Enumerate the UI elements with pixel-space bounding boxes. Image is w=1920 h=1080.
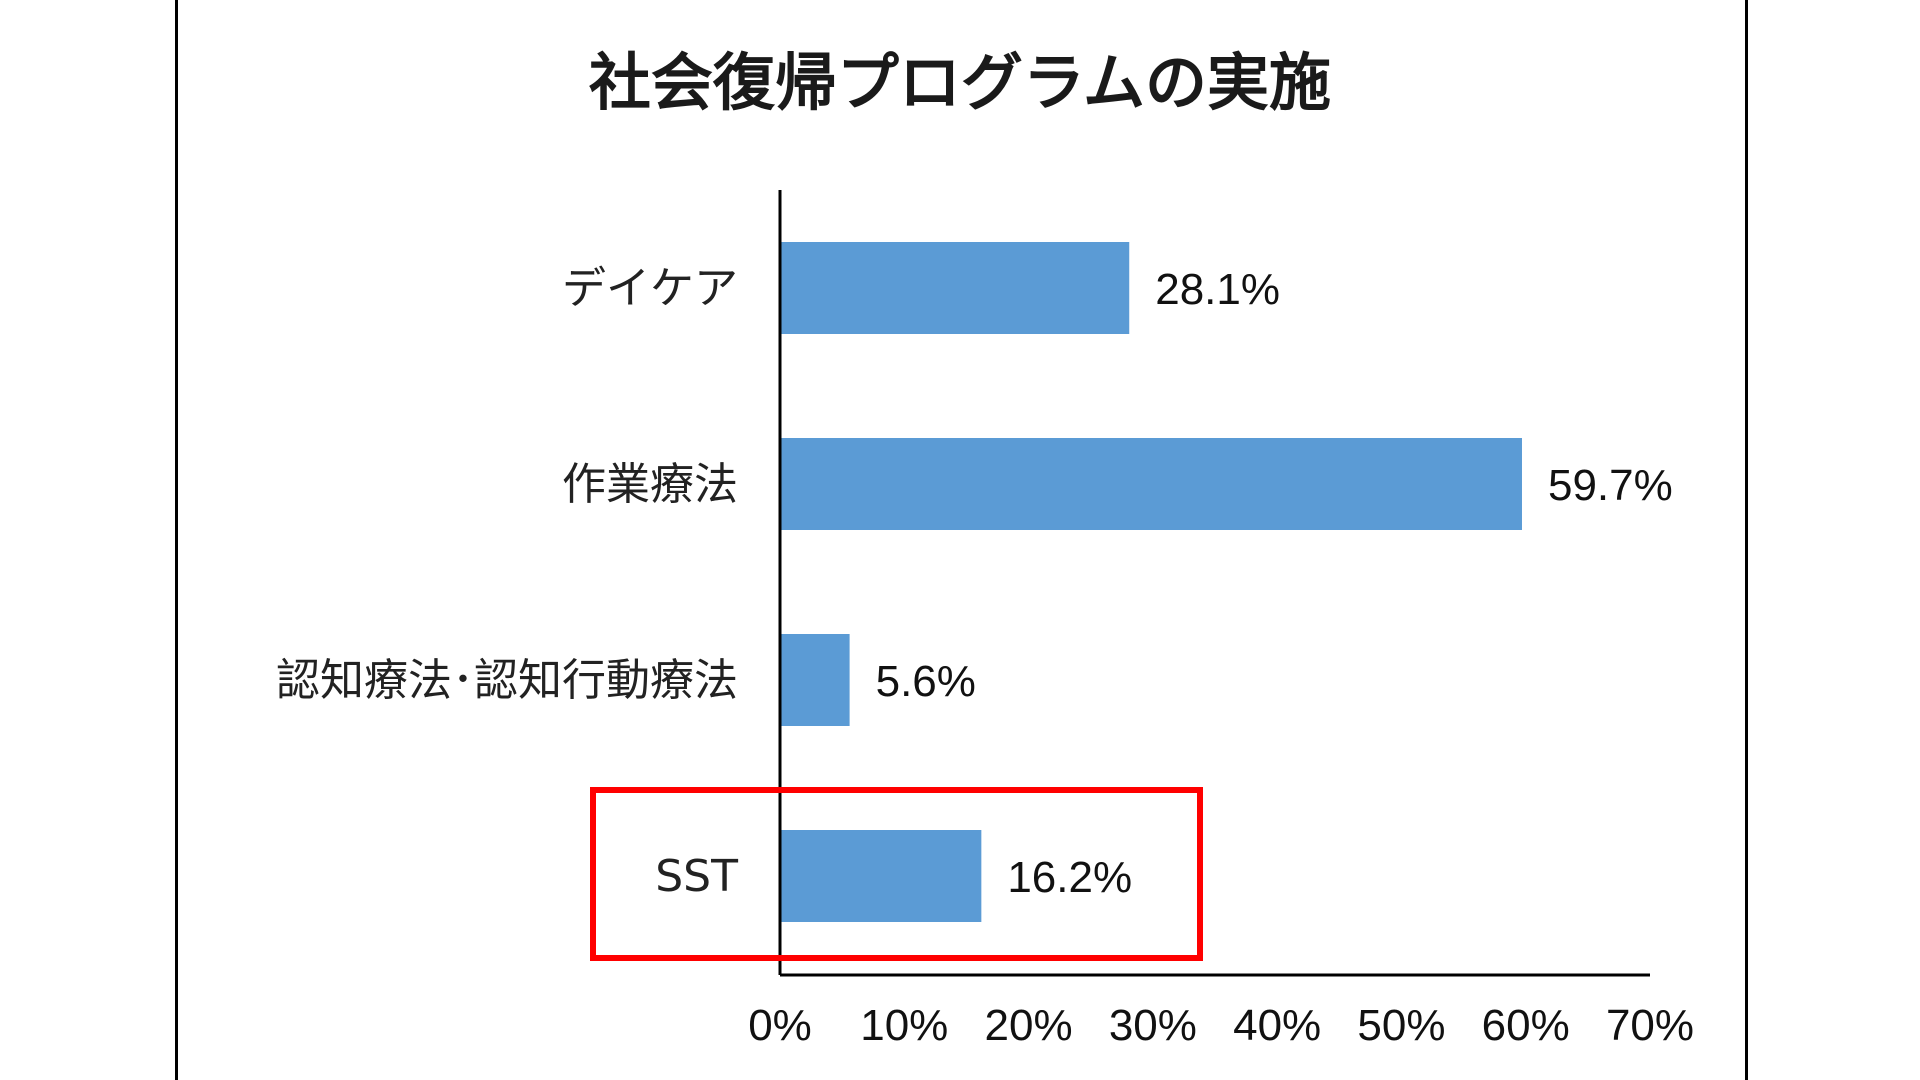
x-tick-label-4: 40% [1233,1001,1321,1050]
value-label-1: 28.1% [1155,265,1280,314]
value-label-4: 16.2% [1007,853,1132,902]
x-tick-label-3: 30% [1109,1001,1197,1050]
bar-2 [780,438,1522,530]
bar-1 [780,242,1130,334]
category-label-4: SST [655,851,738,902]
chart-title: 社会復帰プログラムの実施 [589,46,1331,119]
category-label-1: デイケア [562,263,738,314]
bar-3 [780,634,850,726]
chart-frame [175,0,1748,1080]
bar-4 [780,830,982,922]
x-tick-label-1: 10% [860,1001,948,1050]
x-tick-label-2: 20% [985,1001,1073,1050]
value-label-3: 5.6% [876,657,976,706]
x-tick-label-0: 0% [748,1001,812,1050]
plot-area: デイケア 28.1% 作業療法 59.7% 認知療法･認知行動療法 5.6% SST 16.2… [276,190,1694,1050]
category-label-3: 認知療法･認知行動療法 [276,655,738,706]
x-tick-label-5: 50% [1357,1001,1445,1050]
x-tick-label-6: 60% [1482,1001,1570,1050]
highlight-box [590,787,1203,961]
x-tick-label-7: 70% [1606,1001,1694,1050]
category-label-2: 作業療法 [562,459,738,510]
value-label-2: 59.7% [1548,461,1673,510]
